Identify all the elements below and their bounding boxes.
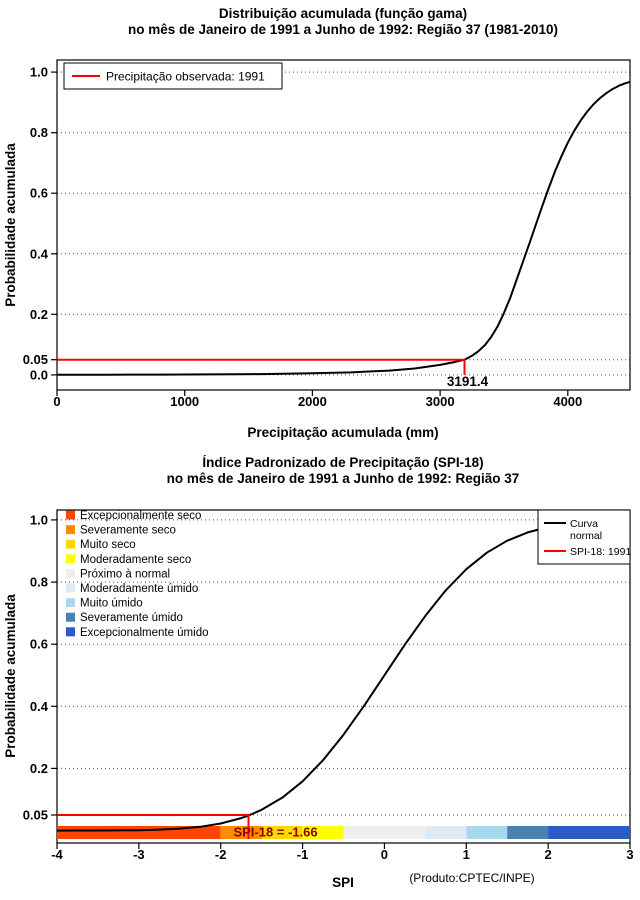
observed-precip-marker-line [57,358,466,375]
y-tick-label: 0.05 [23,352,48,367]
curve-legend-label: normal [570,530,602,542]
y-tick-label: 0.05 [23,808,48,823]
y-tick-label: 0.0 [30,367,48,382]
category-label: Moderadamente úmido [80,583,198,595]
spi-colorbar-segment [220,826,262,839]
category-label: Excepcionalmente úmido [80,627,209,639]
curve-legend-label: SPI-18: 1991 [570,546,631,558]
x-tick-label: 3 [626,847,633,862]
legend-box [63,62,283,90]
y-tick-label: 0.2 [30,307,48,322]
y-tick-label: 0.4 [30,246,49,261]
category-swatch [66,510,75,520]
legend-label: Precipitação observada: 1991 [106,70,265,84]
curve-legend-box [537,509,631,565]
x-tick-label: -4 [51,847,63,862]
y-tick-label: 0.4 [30,699,49,714]
gamma-cdf-chart: Distribuição acumulada (função gama)no m… [3,6,631,440]
spi-colorbar-segment [302,826,344,839]
plot-border [56,59,631,391]
chart-title: Distribuição acumulada (função gama) [219,6,467,21]
spi-colorbar-segment [548,826,630,839]
category-label: Muito úmido [80,598,143,610]
spi-cdf-chart: Índice Padronizado de Precipitação (SPI-… [3,455,634,890]
spi-value-label: SPI-18 = -1.66 [233,825,317,840]
y-tick-label: 1.0 [30,512,48,527]
category-swatch [66,598,75,608]
product-credit: (Produto:CPTEC/INPE) [409,871,534,885]
spi-colorbar-segment [343,826,426,839]
category-label: Severamente úmido [80,612,183,624]
x-tick-label: 0 [381,847,388,862]
y-axis-title: Probabilidade acumulada [3,594,18,758]
category-label: Muito seco [80,539,136,551]
category-label: Severamente seco [80,525,176,537]
x-axis-title: Precipitação acumulada (mm) [247,425,438,440]
category-label: Excepcionalmente seco [80,510,201,522]
spi-colorbar-segment [507,826,549,839]
normal-cdf-curve [56,519,631,832]
plot-border [56,509,631,844]
spi-colorbar-segment [466,826,508,839]
spi-marker-line [57,814,250,839]
category-label: Próximo à normal [80,568,170,580]
category-swatch [66,627,75,637]
category-swatch [66,568,75,578]
spi-colorbar-segment [261,826,303,839]
x-tick-label: 2000 [298,394,327,409]
x-tick-label: 2 [545,847,552,862]
y-tick-label: 1.0 [30,65,48,80]
x-tick-label: 3000 [426,394,455,409]
y-axis-title: Probabilidade acumulada [3,143,18,307]
x-tick-label: -1 [297,847,309,862]
curve-legend-label: Curva [570,518,598,530]
observed-precip-value: 3191.4 [447,374,489,389]
category-swatch [66,539,75,549]
chart-title: Índice Padronizado de Precipitação (SPI-… [202,455,483,470]
category-swatch [66,525,75,535]
chart-subtitle: no mês de Janeiro de 1991 a Junho de 199… [128,22,558,37]
gamma-cdf-curve [57,80,631,376]
y-tick-label: 0.8 [30,125,48,140]
chart-subtitle: no mês de Janeiro de 1991 a Junho de 199… [167,471,520,486]
x-tick-label: 0 [53,394,60,409]
spi-colorbar-segment [425,826,467,839]
x-tick-label: -2 [215,847,227,862]
x-axis-title: SPI [332,875,354,890]
y-tick-label: 0.6 [30,637,48,652]
y-tick-label: 0.8 [30,575,48,590]
x-tick-label: -3 [133,847,145,862]
x-tick-label: 4000 [553,394,582,409]
y-tick-label: 0.2 [30,761,48,776]
category-label: Moderadamente seco [80,554,191,566]
category-swatch [66,612,75,622]
x-tick-label: 1000 [170,394,199,409]
category-swatch [66,583,75,593]
x-tick-label: 1 [463,847,470,862]
y-tick-label: 0.6 [30,186,48,201]
category-swatch [66,554,75,564]
